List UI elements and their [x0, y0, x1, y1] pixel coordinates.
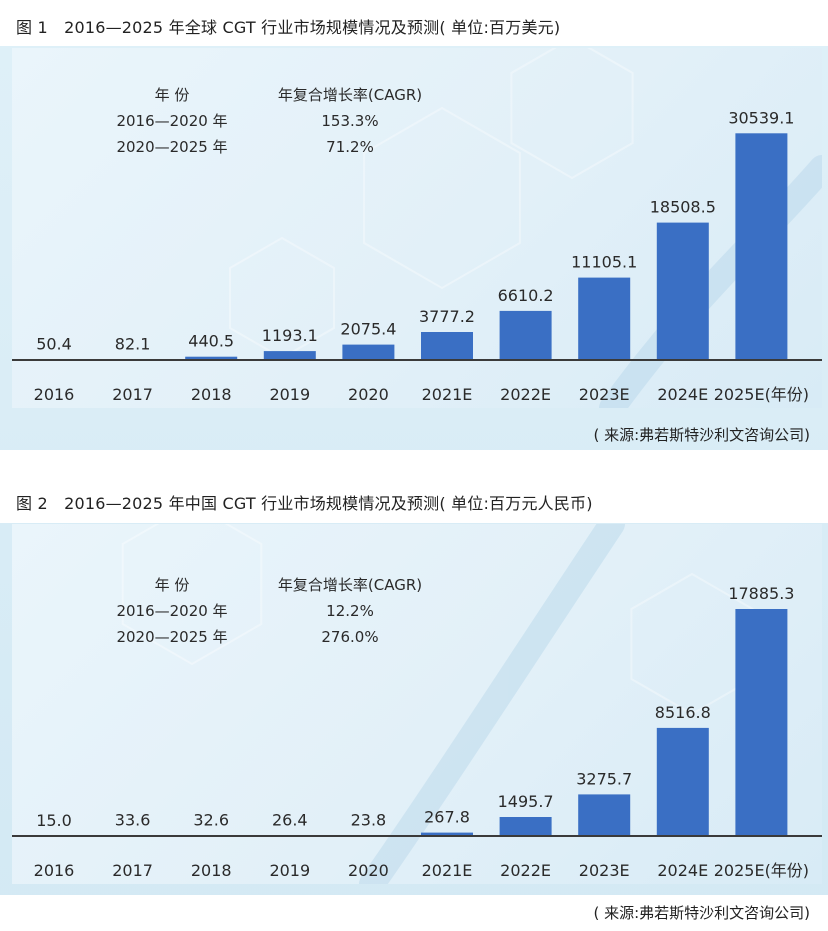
bar [578, 794, 631, 836]
x-tick-label: 2016 [34, 861, 75, 880]
data-label: 33.6 [115, 811, 151, 830]
figure1-source: ( 来源:弗若斯特沙利文咨询公司) [593, 426, 810, 444]
x-tick-label: 2021E [422, 385, 473, 404]
data-label: 23.8 [351, 811, 387, 830]
x-tick-label: 2017 [112, 385, 153, 404]
x-tick-label: 2025E(年份) [714, 861, 809, 880]
data-label: 30539.1 [728, 108, 794, 127]
cagr-header-rate: 年复合增长率(CAGR) [278, 86, 422, 104]
figure1-chart-panel: 年 份 年复合增长率(CAGR) 2016—2020 年 153.3% 2020—202… [12, 48, 822, 408]
x-tick-label: 2018 [191, 861, 232, 880]
bar [421, 832, 473, 836]
figure1-title: 图 1 2016—2025 年全球 CGT 行业市场规模情况及预测( 单位:百万… [16, 18, 561, 37]
x-tick-label: 2023E [579, 861, 630, 880]
figure2-header-band [0, 450, 828, 523]
x-tick-label: 2016 [34, 385, 75, 404]
bar [342, 344, 395, 360]
data-label: 26.4 [272, 811, 308, 830]
figure1-chart: 年 份 年复合增长率(CAGR) 2016—2020 年 153.3% 2020—202… [12, 48, 822, 408]
data-label: 15.0 [36, 811, 72, 830]
x-tick-label: 2019 [269, 861, 310, 880]
figure1-header-band [0, 0, 828, 46]
bar [735, 133, 788, 360]
bar [656, 222, 709, 360]
bar [421, 332, 473, 360]
data-label: 440.5 [188, 332, 234, 351]
x-tick-label: 2022E [500, 861, 551, 880]
x-tick-label: 2021E [422, 861, 473, 880]
bar [263, 351, 316, 360]
hexagon-shape [510, 48, 634, 180]
bar [185, 356, 238, 360]
bar [735, 609, 788, 836]
data-label: 3275.7 [576, 769, 632, 788]
figure2-source: ( 来源:弗若斯特沙利文咨询公司) [593, 904, 810, 922]
cagr-header-rate: 年复合增长率(CAGR) [278, 576, 422, 594]
data-label: 1495.7 [498, 792, 554, 811]
figure2-chart: 年 份 年复合增长率(CAGR) 2016—2020 年 12.2% 2020—2025… [12, 524, 822, 884]
x-tick-label: 2020 [348, 385, 389, 404]
bar [499, 817, 552, 836]
bar [499, 310, 552, 360]
cagr-header-period: 年 份 [155, 576, 190, 594]
bar [656, 727, 709, 836]
cagr-row-rate: 12.2% [326, 602, 374, 620]
data-label: 17885.3 [728, 584, 794, 603]
x-tick-label: 2017 [112, 861, 153, 880]
cagr-row-rate: 71.2% [326, 138, 374, 156]
bar [578, 277, 631, 360]
cagr-row-period: 2020—2025 年 [116, 138, 227, 156]
cagr-header-period: 年 份 [155, 86, 190, 104]
data-label: 11105.1 [571, 253, 637, 272]
x-tick-label: 2025E(年份) [714, 385, 809, 404]
x-tick-label: 2024E [657, 861, 708, 880]
x-tick-label: 2019 [269, 385, 310, 404]
data-label: 50.4 [36, 335, 72, 354]
data-label: 82.1 [115, 334, 151, 353]
cagr-row-rate: 153.3% [321, 112, 378, 130]
figure2-chart-panel: 年 份 年复合增长率(CAGR) 2016—2020 年 12.2% 2020—2025… [12, 524, 822, 884]
cagr-row-period: 2020—2025 年 [116, 628, 227, 646]
cagr-row-period: 2016—2020 年 [116, 112, 227, 130]
data-label: 18508.5 [650, 198, 716, 217]
x-tick-label: 2023E [579, 385, 630, 404]
x-tick-label: 2018 [191, 385, 232, 404]
data-label: 8516.8 [655, 703, 711, 722]
x-tick-label: 2024E [657, 385, 708, 404]
figure2-title: 图 2 2016—2025 年中国 CGT 行业市场规模情况及预测( 单位:百万… [16, 494, 593, 513]
data-label: 6610.2 [498, 286, 554, 305]
hexagon-shape [121, 524, 263, 666]
data-label: 1193.1 [262, 326, 318, 345]
cagr-row-period: 2016—2020 年 [116, 602, 227, 620]
x-tick-label: 2022E [500, 385, 551, 404]
hexagon-shape [363, 106, 521, 290]
data-label: 32.6 [193, 811, 229, 830]
x-tick-label: 2020 [348, 861, 389, 880]
helix-strand [599, 155, 822, 408]
cagr-row-rate: 276.0% [321, 628, 378, 646]
data-label: 267.8 [424, 808, 470, 827]
data-label: 2075.4 [340, 320, 396, 339]
data-label: 3777.2 [419, 307, 475, 326]
helix-strand [359, 524, 625, 884]
footer-band [0, 895, 828, 931]
